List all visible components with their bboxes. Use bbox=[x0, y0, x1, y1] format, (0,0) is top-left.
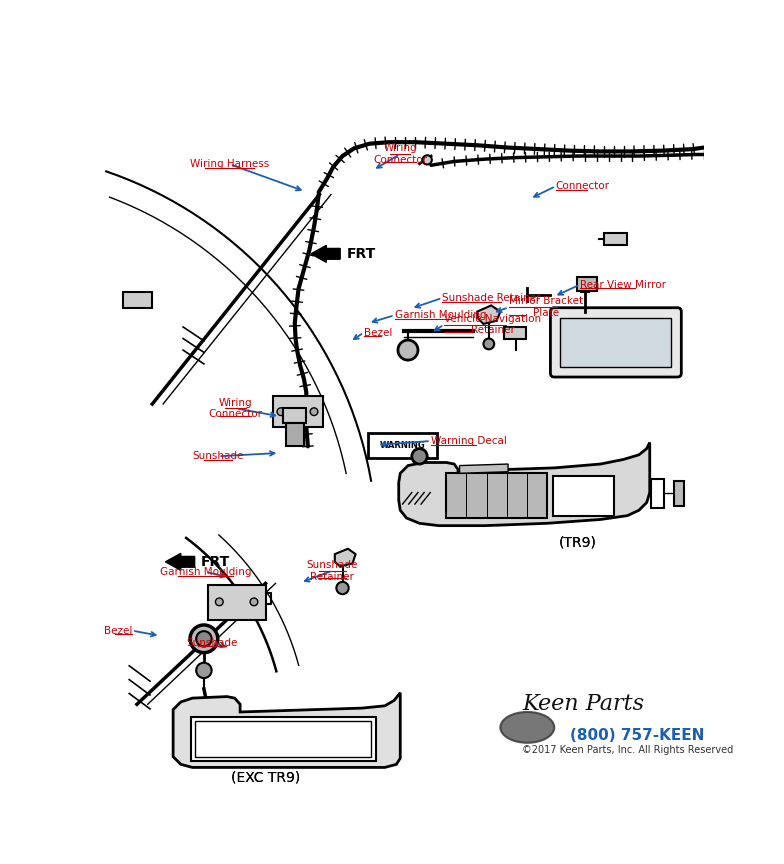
Text: Sunshade: Sunshade bbox=[193, 451, 244, 461]
Circle shape bbox=[277, 408, 285, 416]
Text: Connector: Connector bbox=[556, 181, 610, 191]
Bar bbox=[673, 481, 684, 505]
Bar bbox=[191, 717, 376, 761]
Bar bbox=[123, 292, 152, 308]
FancyArrow shape bbox=[165, 553, 194, 570]
Text: Sunshade: Sunshade bbox=[187, 638, 238, 647]
Text: Mirror Bracket
Plate: Mirror Bracket Plate bbox=[509, 296, 583, 318]
Bar bbox=[652, 479, 663, 508]
Polygon shape bbox=[459, 464, 508, 473]
Text: Bezel: Bezel bbox=[364, 327, 392, 338]
Text: (TR9): (TR9) bbox=[558, 536, 597, 550]
Circle shape bbox=[412, 448, 427, 464]
Polygon shape bbox=[477, 305, 500, 324]
Circle shape bbox=[196, 631, 212, 646]
Text: FRT: FRT bbox=[347, 247, 376, 261]
Bar bbox=[273, 397, 323, 427]
Text: Rear View Mirror: Rear View Mirror bbox=[580, 280, 666, 289]
Polygon shape bbox=[399, 442, 650, 525]
Bar bbox=[208, 585, 266, 619]
Text: Garnish Moulding: Garnish Moulding bbox=[394, 310, 486, 321]
Bar bbox=[604, 233, 627, 245]
Text: Sunshade
Retainer: Sunshade Retainer bbox=[307, 560, 358, 581]
Text: Warning Decal: Warning Decal bbox=[430, 436, 506, 446]
Circle shape bbox=[310, 408, 318, 416]
Ellipse shape bbox=[500, 712, 554, 743]
Text: (EXC TR9): (EXC TR9) bbox=[230, 771, 300, 785]
Circle shape bbox=[484, 339, 494, 349]
FancyBboxPatch shape bbox=[550, 308, 681, 377]
Bar bbox=[368, 433, 437, 458]
Text: FRT: FRT bbox=[201, 555, 230, 569]
Bar bbox=[195, 721, 371, 758]
Bar bbox=[577, 277, 597, 291]
Circle shape bbox=[250, 598, 258, 606]
Text: Vehicle Navigation
Retainer: Vehicle Navigation Retainer bbox=[444, 314, 541, 335]
Bar bbox=[283, 408, 307, 423]
Circle shape bbox=[423, 156, 432, 164]
Bar bbox=[504, 327, 526, 339]
Text: Bezel: Bezel bbox=[103, 626, 132, 636]
Text: Wiring Harness: Wiring Harness bbox=[191, 159, 270, 169]
Circle shape bbox=[216, 598, 223, 606]
Polygon shape bbox=[335, 549, 356, 567]
Text: Wiring
Connector: Wiring Connector bbox=[209, 397, 263, 419]
Text: ©2017 Keen Parts, Inc. All Rights Reserved: ©2017 Keen Parts, Inc. All Rights Reserv… bbox=[522, 746, 733, 755]
Bar bbox=[561, 318, 671, 367]
Circle shape bbox=[336, 581, 349, 594]
Text: (TR9): (TR9) bbox=[558, 536, 597, 550]
Text: (800) 757-KEEN: (800) 757-KEEN bbox=[570, 727, 704, 742]
Text: (EXC TR9): (EXC TR9) bbox=[230, 771, 300, 785]
Circle shape bbox=[398, 340, 418, 360]
Circle shape bbox=[190, 625, 218, 652]
Text: Garnish Moulding: Garnish Moulding bbox=[160, 567, 252, 577]
Circle shape bbox=[196, 663, 212, 678]
Bar bbox=[446, 473, 546, 518]
Text: Keen Parts: Keen Parts bbox=[522, 693, 644, 715]
Text: WARNING: WARNING bbox=[379, 441, 426, 450]
Text: Sunshade Retainer: Sunshade Retainer bbox=[442, 293, 541, 303]
Bar bbox=[553, 475, 615, 516]
Bar bbox=[285, 423, 304, 447]
Polygon shape bbox=[173, 693, 401, 767]
FancyArrow shape bbox=[311, 245, 340, 263]
Text: Wiring
Connector: Wiring Connector bbox=[373, 143, 427, 165]
